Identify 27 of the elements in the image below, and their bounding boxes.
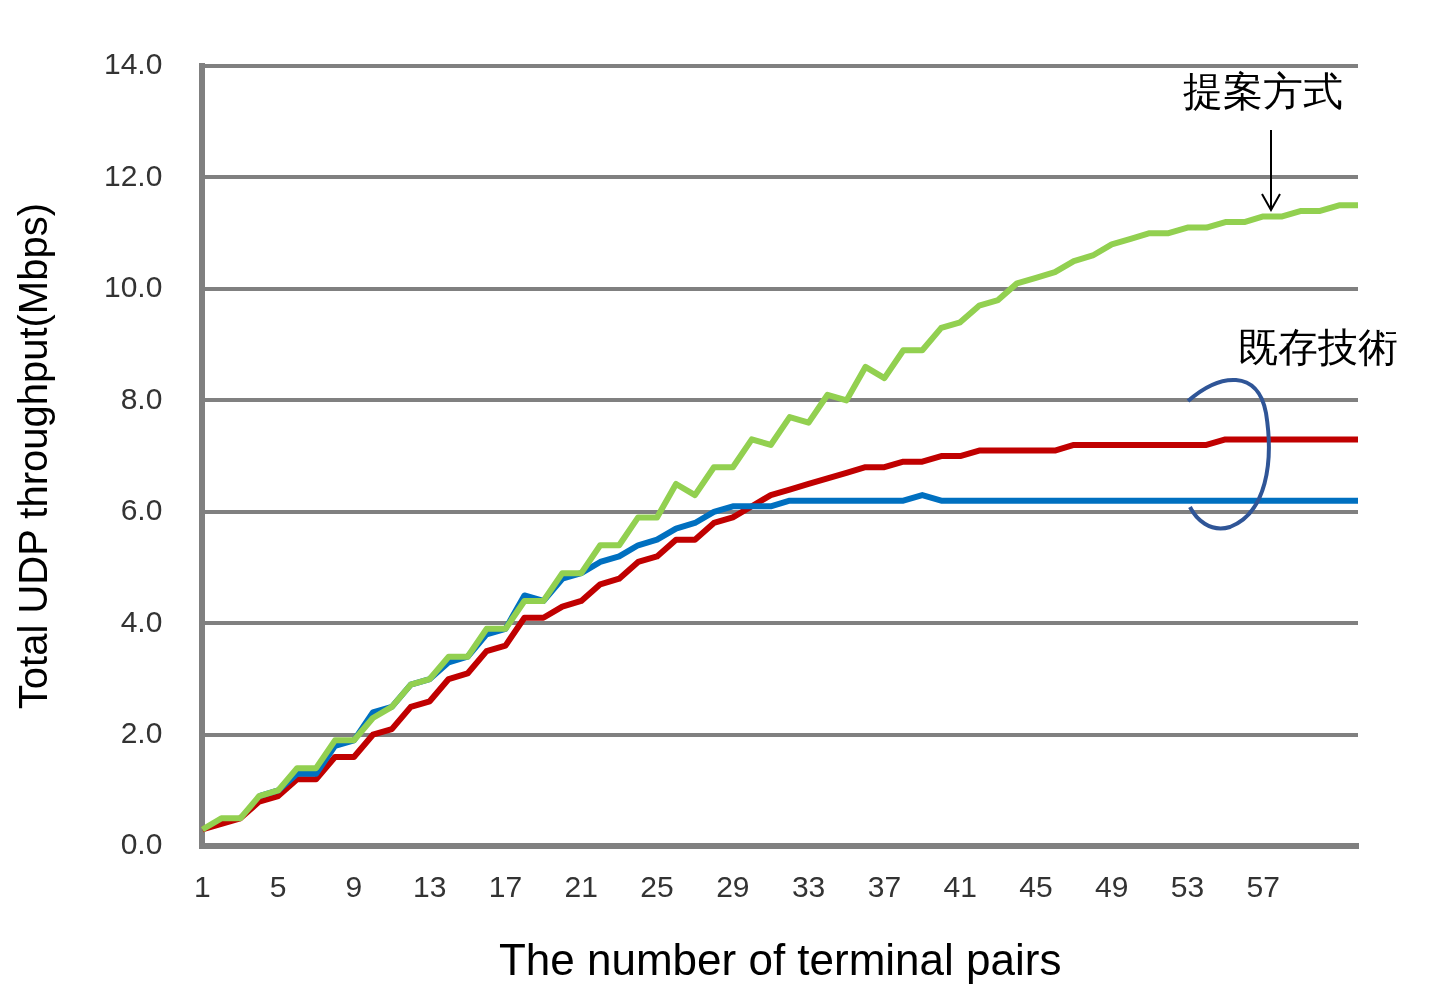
- x-tick-label: 49: [1095, 870, 1129, 904]
- y-tick-label: 8.0: [120, 381, 163, 415]
- x-tick-label: 5: [269, 870, 287, 904]
- y-tick-label: 10.0: [104, 270, 163, 304]
- y-tick-label: 4.0: [120, 604, 163, 638]
- y-tick-label: 12.0: [104, 158, 163, 192]
- y-axis-title: Total UDP throughput(Mbps): [11, 203, 56, 710]
- x-tick-label: 1: [194, 870, 211, 904]
- y-tick-label: 2.0: [120, 716, 163, 750]
- y-tick-label: 6.0: [120, 493, 163, 527]
- x-tick-label: 21: [564, 870, 598, 904]
- x-tick-label: 9: [345, 870, 363, 904]
- x-tick-label: 41: [943, 870, 977, 904]
- annotation: 既存技術: [1238, 324, 1398, 371]
- y-tick-label: 14.0: [104, 47, 163, 81]
- x-tick-label: 29: [716, 870, 750, 904]
- x-tick-label: 53: [1170, 870, 1205, 904]
- y-tick-label: 0.0: [120, 827, 163, 861]
- x-tick-label: 57: [1246, 870, 1280, 904]
- x-axis-title: The number of terminal pairs: [498, 934, 1062, 984]
- x-tick-label: 37: [867, 870, 902, 904]
- x-tick-label: 13: [413, 870, 447, 904]
- annotation: 提案方式: [1183, 68, 1344, 115]
- x-tick-label: 25: [640, 870, 674, 904]
- x-tick-label: 17: [488, 870, 523, 904]
- x-tick-label: 33: [791, 870, 826, 904]
- x-tick-label: 45: [1019, 870, 1053, 904]
